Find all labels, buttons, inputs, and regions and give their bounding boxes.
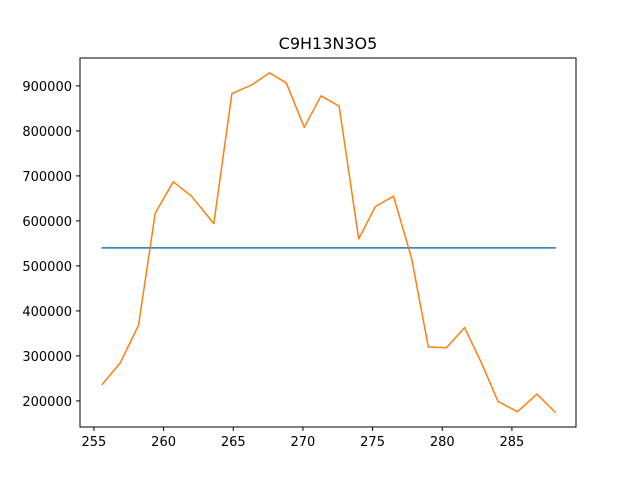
chart-title: C9H13N3O5	[279, 34, 378, 53]
y-tick-label: 800000	[22, 125, 72, 140]
y-tick-label: 400000	[22, 305, 72, 320]
y-tick-label: 600000	[22, 215, 72, 230]
y-tick-label: 900000	[22, 80, 72, 95]
y-tick-label: 300000	[22, 350, 72, 365]
x-tick-label: 260	[151, 435, 176, 450]
x-tick-label: 280	[430, 435, 455, 450]
x-tick-label: 285	[499, 435, 524, 450]
x-tick-label: 255	[82, 435, 107, 450]
x-tick-label: 270	[291, 435, 316, 450]
x-tick-label: 275	[360, 435, 385, 450]
y-tick-label: 200000	[22, 395, 72, 410]
series-line-2	[101, 72, 557, 414]
series-layer	[101, 72, 557, 414]
y-tick-label: 500000	[22, 260, 72, 275]
y-tick-label: 700000	[22, 170, 72, 185]
axis-layer: 255 260 265 270 275 280 285 200000 300000 400000 5…	[22, 80, 524, 450]
x-tick-label: 265	[221, 435, 246, 450]
plot-frame	[79, 57, 577, 428]
